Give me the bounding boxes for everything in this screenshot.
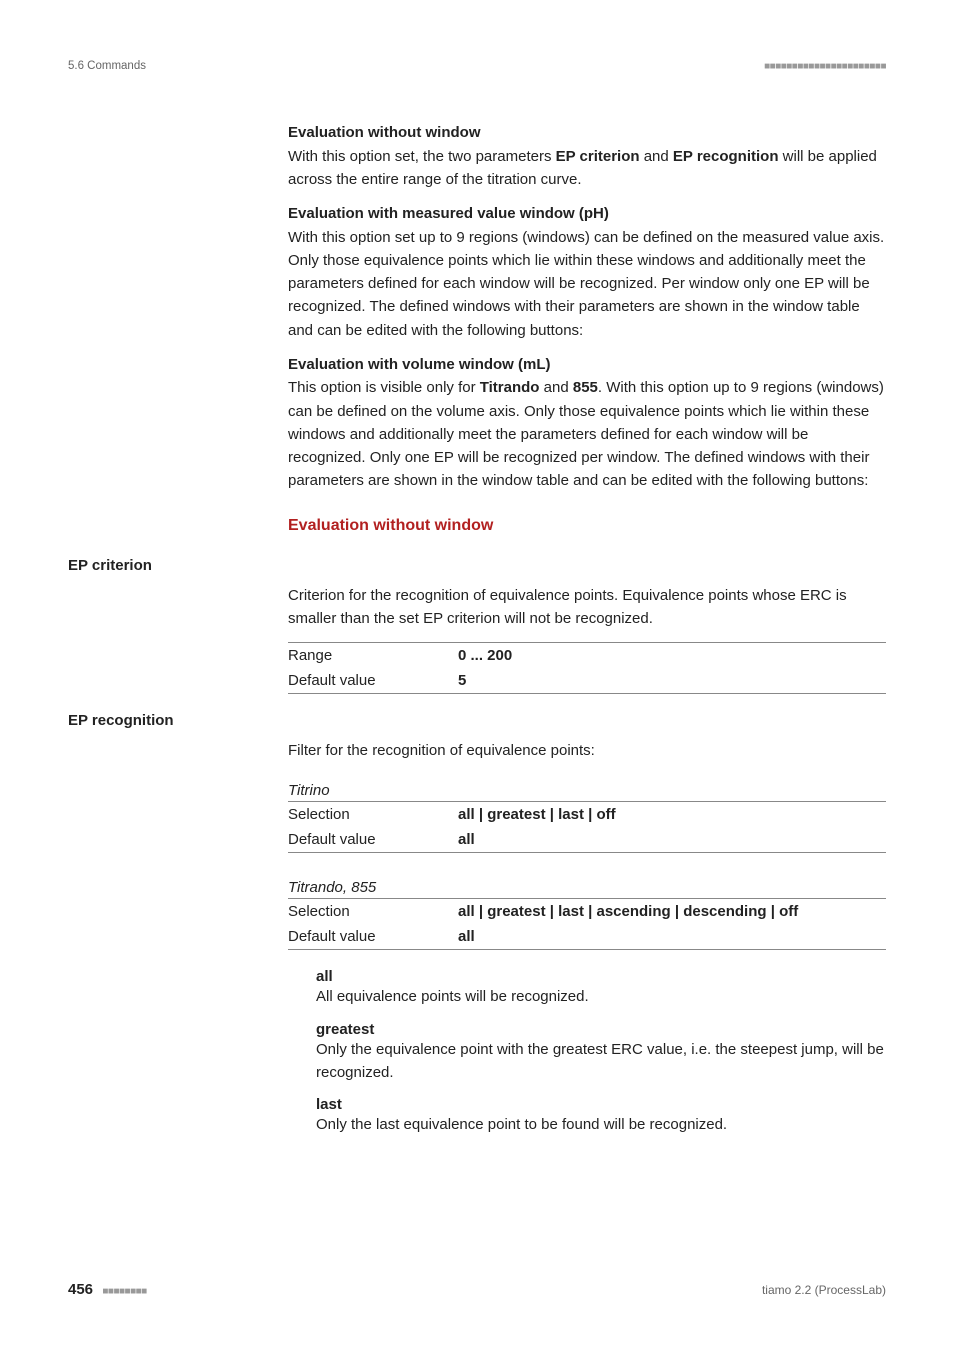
cell-label: Default value bbox=[288, 924, 458, 950]
b2: EP recognition bbox=[673, 148, 779, 165]
cell-value: all bbox=[458, 924, 886, 950]
cell-label: Range bbox=[288, 643, 458, 669]
header-left: 5.6 Commands bbox=[68, 60, 146, 72]
ep-recognition-label: EP recognition bbox=[68, 712, 288, 729]
ep-recognition-row: EP recognition bbox=[68, 712, 886, 729]
titrino-heading: Titrino bbox=[288, 774, 886, 801]
ep-criterion-table: Range 0 ... 200 Default value 5 bbox=[288, 642, 886, 694]
block-eval-volume: Evaluation with volume window (mL) This … bbox=[288, 354, 886, 493]
t1: This option is visible only for bbox=[288, 379, 480, 396]
section-heading: Evaluation without window bbox=[288, 517, 886, 535]
b1: EP criterion bbox=[556, 148, 640, 165]
opt-all-text: All equivalence points will be recognize… bbox=[316, 985, 886, 1008]
table-row: Default value all bbox=[288, 827, 886, 853]
table-row: Default value all bbox=[288, 924, 886, 950]
cell-value: all | greatest | last | off bbox=[458, 802, 886, 828]
cell-label: Selection bbox=[288, 802, 458, 828]
page-footer: 456 ■■■■■■■■ tiamo 2.2 (ProcessLab) bbox=[68, 1281, 886, 1298]
cell-label: Default value bbox=[288, 668, 458, 694]
content: Evaluation without window With this opti… bbox=[68, 122, 886, 1136]
opt-last-title: last bbox=[316, 1096, 886, 1113]
ep-criterion-label: EP criterion bbox=[68, 557, 288, 574]
header-dots: ■■■■■■■■■■■■■■■■■■■■■■ bbox=[764, 61, 886, 72]
table-row: Range 0 ... 200 bbox=[288, 643, 886, 669]
block-title: Evaluation with measured value window (p… bbox=[288, 203, 886, 226]
footer-left: 456 ■■■■■■■■ bbox=[68, 1281, 147, 1298]
block-text: This option is visible only for Titrando… bbox=[288, 376, 886, 492]
b2: 855 bbox=[573, 379, 598, 396]
table-row: Default value 5 bbox=[288, 668, 886, 694]
block-text: With this option set, the two parameters… bbox=[288, 145, 886, 192]
footer-page: 456 bbox=[68, 1281, 93, 1298]
ep-recognition-desc: Filter for the recognition of equivalenc… bbox=[288, 739, 886, 762]
opt-last-text: Only the last equivalence point to be fo… bbox=[316, 1113, 886, 1136]
table-row: Selection all | greatest | last | ascend… bbox=[288, 899, 886, 925]
titrando-heading: Titrando, 855 bbox=[288, 871, 886, 898]
table-row: Selection all | greatest | last | off bbox=[288, 802, 886, 828]
opt-greatest-text: Only the equivalence point with the grea… bbox=[316, 1038, 886, 1085]
t2: and bbox=[539, 379, 572, 396]
t1: With this option set, the two parameters bbox=[288, 148, 556, 165]
titrino-table: Selection all | greatest | last | off De… bbox=[288, 801, 886, 853]
footer-dots: ■■■■■■■■ bbox=[102, 1286, 146, 1297]
t2: and bbox=[640, 148, 673, 165]
cell-value: 0 ... 200 bbox=[458, 643, 886, 669]
page-header: 5.6 Commands ■■■■■■■■■■■■■■■■■■■■■■ bbox=[68, 60, 886, 72]
b1: Titrando bbox=[480, 379, 540, 396]
cell-label: Default value bbox=[288, 827, 458, 853]
opt-greatest-title: greatest bbox=[316, 1021, 886, 1038]
ep-criterion-content: Criterion for the recognition of equival… bbox=[288, 584, 886, 695]
opt-all-title: all bbox=[316, 968, 886, 985]
ep-criterion-row: EP criterion bbox=[68, 557, 886, 574]
block-title: Evaluation without window bbox=[288, 122, 886, 145]
block-eval-measured: Evaluation with measured value window (p… bbox=[288, 203, 886, 342]
block-eval-no-window: Evaluation without window With this opti… bbox=[288, 122, 886, 191]
block-title: Evaluation with volume window (mL) bbox=[288, 354, 886, 377]
ep-criterion-desc: Criterion for the recognition of equival… bbox=[288, 584, 886, 631]
block-text: With this option set up to 9 regions (wi… bbox=[288, 226, 886, 342]
cell-value: all bbox=[458, 827, 886, 853]
cell-value: all | greatest | last | ascending | desc… bbox=[458, 899, 886, 925]
ep-recognition-content: Filter for the recognition of equivalenc… bbox=[288, 739, 886, 950]
cell-label: Selection bbox=[288, 899, 458, 925]
titrando-table: Selection all | greatest | last | ascend… bbox=[288, 898, 886, 950]
options-block: all All equivalence points will be recog… bbox=[316, 968, 886, 1136]
footer-right: tiamo 2.2 (ProcessLab) bbox=[762, 1283, 886, 1297]
cell-value: 5 bbox=[458, 668, 886, 694]
